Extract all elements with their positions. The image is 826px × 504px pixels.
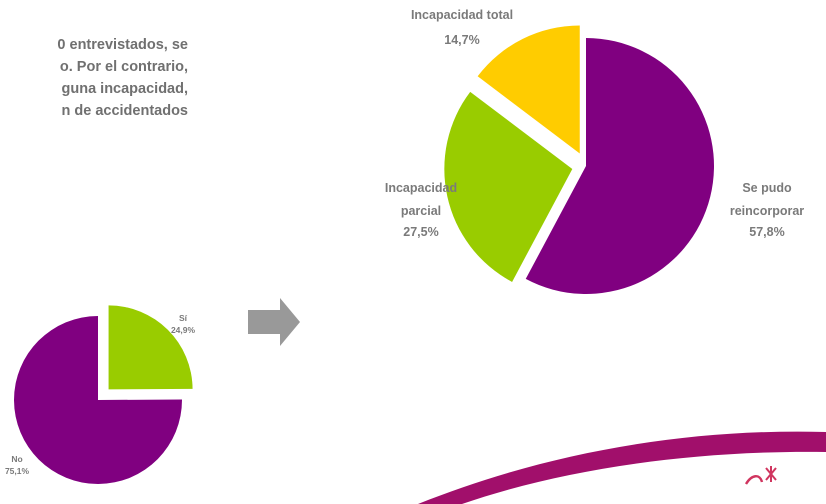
body-text-line-1: 0 entrevistados, se <box>57 37 188 53</box>
value-si: 24,9% <box>171 325 196 335</box>
pie-slice-incapacidad-total <box>477 25 580 154</box>
label-si: Sí <box>179 313 188 323</box>
value-se-pudo: 57,8% <box>749 225 784 239</box>
decorative-swoosh <box>418 431 826 504</box>
pie-slice-incapacidad-parcial <box>444 91 573 282</box>
arrow-icon <box>248 298 300 346</box>
body-text-line-2: o. Por el contrario, <box>59 59 188 75</box>
label-incapacidad-total: Incapacidad total <box>411 8 513 22</box>
value-incapacidad-total: 14,7% <box>444 33 479 47</box>
body-text-line-4: n de accidentados <box>61 103 188 119</box>
pie-chart-accident-incapacity <box>14 305 193 484</box>
label-incapacidad-parcial-line-1: Incapacidad <box>385 181 457 195</box>
pie-slice-no <box>14 316 183 484</box>
pie-chart-reincorporation <box>444 25 714 294</box>
logo-icon <box>744 466 777 485</box>
label-incapacidad-parcial-line-2: parcial <box>401 204 441 218</box>
body-text-line-3: guna incapacidad, <box>61 81 189 97</box>
label-se-pudo-line-2: reincorporar <box>730 204 804 218</box>
pie-slice-se-pudo-reincorporar <box>525 38 714 294</box>
arrow-shape <box>248 298 300 346</box>
pie-slice-si <box>108 305 193 390</box>
label-no: No <box>11 454 22 464</box>
label-se-pudo-line-1: Se pudo <box>742 181 792 195</box>
value-incapacidad-parcial: 27,5% <box>403 225 438 239</box>
value-no: 75,1% <box>5 466 30 476</box>
